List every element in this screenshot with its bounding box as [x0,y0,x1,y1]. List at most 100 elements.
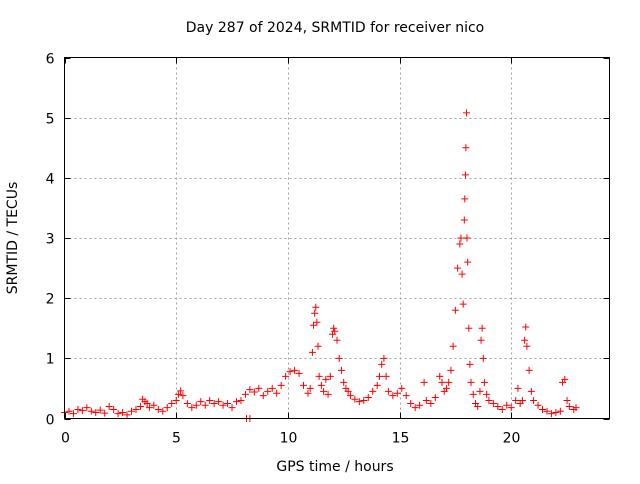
data-point [382,372,390,380]
data-point [346,392,354,400]
data-point [416,401,424,409]
data-point [552,408,560,416]
data-point [314,342,322,350]
data-point [369,387,377,395]
data-point [320,387,328,395]
data-point [556,407,564,415]
data-point [65,407,73,415]
data-point [317,381,325,389]
y-tick-label: 3 [46,232,55,248]
x-tick-label: 15 [392,431,410,447]
data-point [92,408,100,416]
data-point [538,405,546,413]
data-point [466,360,474,368]
data-point [337,366,345,374]
data-point [310,321,318,329]
y-tick-label: 5 [46,112,55,128]
data-point [454,264,462,272]
data-point [101,409,109,417]
data-point [456,240,464,248]
data-point [420,378,428,386]
x-axis-label: GPS time / hours [276,459,393,475]
data-point [355,398,363,406]
data-point [436,372,444,380]
data-point [177,387,185,395]
data-point [459,300,467,308]
data-point [398,384,406,392]
data-point [219,401,227,409]
data-point [483,390,491,398]
data-point [179,392,187,400]
data-point [163,404,171,412]
data-point [461,195,469,203]
data-point [438,378,446,386]
data-point [128,407,136,415]
data-point [105,402,113,410]
data-point [150,401,158,409]
data-point [523,342,531,350]
data-points [61,109,580,422]
data-point [312,303,320,311]
data-point [324,390,332,398]
data-point [96,406,104,414]
data-point [282,372,290,380]
y-axis-label: SRMTID / TECUs [5,182,21,295]
data-point [530,396,538,404]
data-point [237,396,245,404]
data-point [183,399,191,407]
data-point [547,410,555,418]
data-point [201,401,209,409]
data-point [512,396,520,404]
data-point [561,375,569,383]
data-point [389,392,397,400]
data-point [340,378,348,386]
y-tick-label: 1 [46,352,55,368]
data-point [145,404,153,412]
data-point [411,404,419,412]
data-point [299,381,307,389]
x-tick-label: 10 [280,431,298,447]
data-point [458,270,466,278]
data-point [451,306,459,314]
grid [64,57,610,419]
data-point [478,324,486,332]
data-point [465,324,473,332]
data-point [322,375,330,383]
data-point [210,399,218,407]
data-point [565,402,573,410]
data-point [463,234,471,242]
data-point [572,404,580,412]
data-point [463,109,471,117]
data-point [378,360,386,368]
data-point [431,393,439,401]
data-point [87,407,95,415]
data-point [330,324,338,332]
data-point [168,399,176,407]
x-tick-label: 5 [172,431,181,447]
data-point [462,144,470,152]
data-point [543,407,551,415]
data-point [241,390,249,398]
data-point [74,405,82,413]
data-point [477,336,485,344]
data-point [192,401,200,409]
data-point [489,399,497,407]
data-point [384,387,392,395]
data-point [494,402,502,410]
data-point [479,354,487,362]
data-point [449,342,457,350]
data-point [215,398,223,406]
data-point [467,378,475,386]
data-point [407,399,415,407]
data-point [364,393,372,401]
data-point [445,378,453,386]
data-point [313,318,321,326]
data-point [264,387,272,395]
data-point [255,384,263,392]
data-point [143,399,151,407]
data-point [174,390,182,398]
data-point [427,399,435,407]
data-point [476,387,484,395]
data-point [159,407,167,415]
